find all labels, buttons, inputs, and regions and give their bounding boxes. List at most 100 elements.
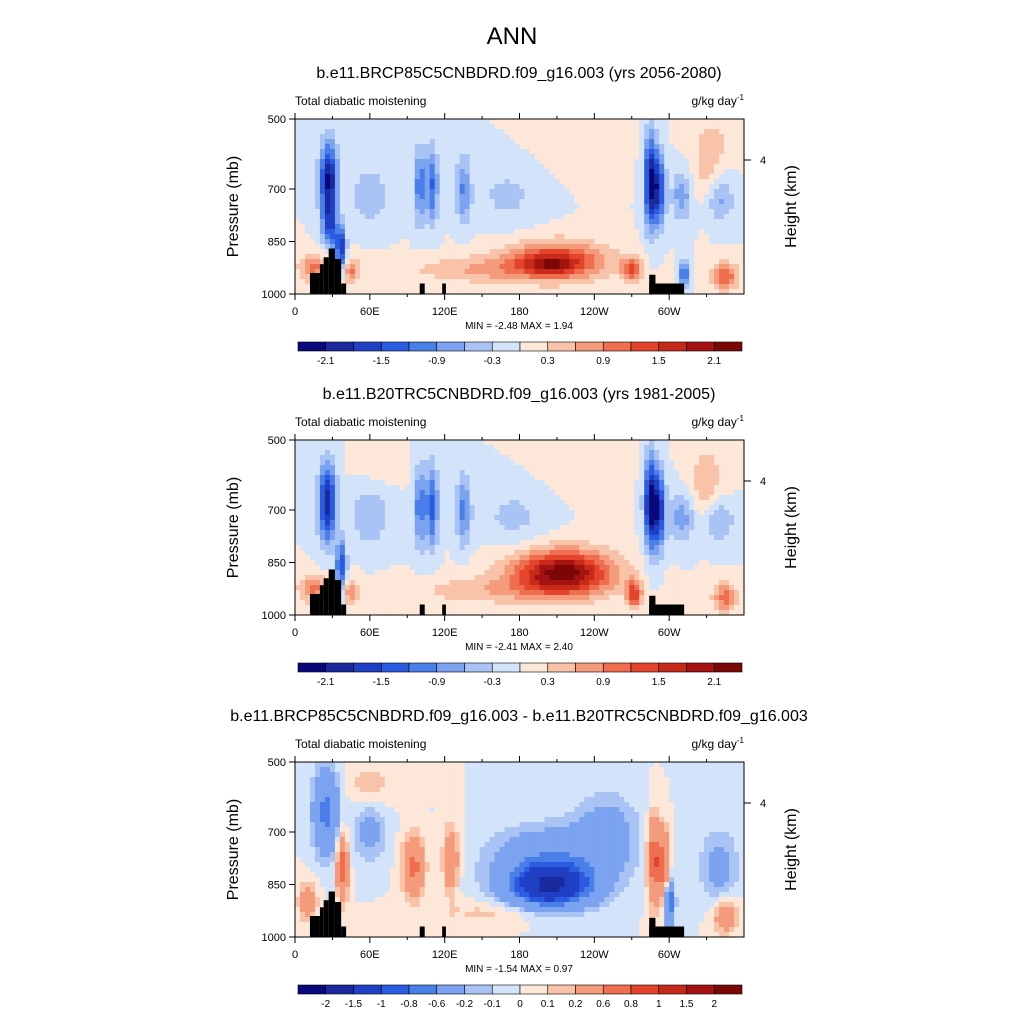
contour-cell — [494, 530, 501, 536]
contour-cell — [409, 440, 416, 446]
contour-cell — [689, 289, 695, 295]
contour-cell — [579, 475, 585, 481]
contour-cell — [684, 169, 690, 175]
contour-cell — [529, 169, 536, 175]
colorbar-swatch — [491, 341, 521, 352]
contour-cell — [489, 515, 496, 521]
contour-cell — [354, 119, 361, 125]
contour-cell — [529, 224, 536, 230]
contour-cell — [354, 144, 361, 150]
contour-cell — [569, 244, 575, 250]
contour-cell — [309, 229, 316, 235]
contour-cell — [429, 500, 436, 506]
contour-cell — [719, 455, 725, 461]
contour-cell — [324, 119, 331, 125]
contour-cell — [509, 134, 516, 140]
contour-cell — [644, 119, 650, 125]
contour-cell — [629, 450, 635, 456]
contour-cell — [584, 510, 590, 516]
contour-cell — [634, 209, 640, 215]
contour-cell — [659, 480, 665, 486]
contour-cell — [319, 475, 326, 481]
contour-cell — [559, 455, 565, 461]
contour-cell — [299, 269, 306, 275]
contour-cell — [734, 119, 740, 125]
contour-cell — [464, 515, 471, 521]
contour-cell — [394, 264, 401, 270]
contour-cell — [454, 204, 461, 210]
contour-cell — [529, 515, 536, 521]
contour-cell — [724, 480, 730, 486]
contour-cell — [324, 209, 331, 215]
contour-cell — [659, 149, 665, 155]
contour-cell — [404, 269, 411, 275]
contour-cell — [614, 189, 620, 195]
contour-cell — [489, 239, 496, 245]
contour-cell — [399, 159, 406, 165]
contour-cell — [594, 470, 600, 476]
contour-cell — [649, 204, 655, 210]
contour-cell — [439, 254, 446, 260]
contour-cell — [414, 480, 421, 486]
contour-cell — [299, 219, 306, 225]
contour-cell — [399, 209, 406, 215]
contour-cell — [329, 119, 336, 125]
contour-cell — [614, 274, 620, 280]
contour-cell — [529, 234, 536, 240]
contour-cell — [574, 204, 580, 210]
contour-cell — [589, 510, 595, 516]
contour-cell — [319, 194, 326, 200]
contour-cell — [609, 194, 615, 200]
contour-cell — [654, 530, 660, 536]
contour-cell — [339, 465, 346, 471]
contour-cell — [719, 530, 725, 536]
contour-cell — [699, 259, 705, 265]
contour-cell — [474, 204, 481, 210]
contour-cell — [299, 520, 306, 526]
contour-cell — [514, 480, 521, 486]
contour-cell — [714, 249, 720, 255]
contour-cell — [524, 139, 531, 145]
contour-cell — [639, 500, 645, 506]
contour-cell — [509, 189, 516, 195]
contour-cell — [569, 119, 575, 125]
contour-cell — [474, 119, 481, 125]
contour-cell — [499, 129, 506, 135]
contour-cell — [654, 219, 660, 225]
contour-cell — [469, 149, 476, 155]
contour-cell — [464, 184, 471, 190]
contour-cell — [639, 149, 645, 155]
contour-cell — [434, 244, 441, 250]
contour-cell — [659, 169, 665, 175]
contour-cell — [484, 440, 491, 446]
contour-cell — [574, 284, 580, 290]
contour-cell — [599, 214, 605, 220]
contour-cell — [639, 124, 645, 130]
contour-cell — [529, 119, 536, 125]
contour-cell — [599, 204, 605, 210]
contour-cell — [724, 139, 730, 145]
contour-cell — [674, 475, 680, 481]
contour-cell — [329, 194, 336, 200]
contour-cell — [684, 134, 690, 140]
contour-cell — [489, 204, 496, 210]
contour-cell — [424, 244, 431, 250]
contour-cell — [409, 234, 416, 240]
contour-cell — [344, 274, 351, 280]
contour-cell — [664, 490, 670, 496]
contour-cell — [304, 204, 311, 210]
contour-cell — [724, 214, 730, 220]
contour-cell — [439, 510, 446, 516]
contour-cell — [384, 440, 391, 446]
contour-cell — [344, 500, 351, 506]
contour-cell — [409, 530, 416, 536]
contour-cell — [369, 455, 376, 461]
contour-cell — [369, 189, 376, 195]
contour-cell — [614, 234, 620, 240]
contour-cell — [434, 189, 441, 195]
contour-cell — [444, 134, 451, 140]
contour-cell — [704, 505, 710, 511]
contour-cell — [534, 124, 541, 130]
contour-cell — [639, 269, 645, 275]
contour-cell — [394, 119, 401, 125]
